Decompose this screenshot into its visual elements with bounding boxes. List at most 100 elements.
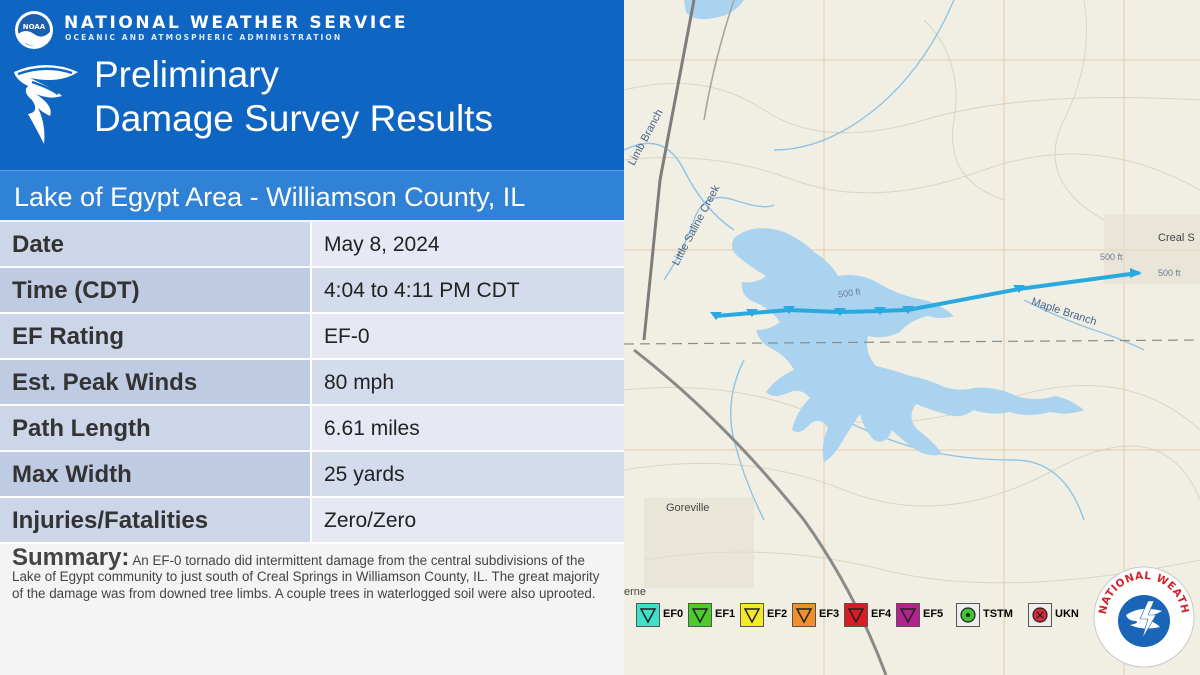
fact-value-cell: 6.61 miles [312, 406, 624, 450]
fact-label: Est. Peak Winds [12, 369, 198, 396]
fact-label: Max Width [12, 461, 132, 488]
creal-springs-area [1104, 214, 1200, 284]
track-marker [834, 308, 846, 316]
map-label-goreville: Goreville [666, 502, 710, 514]
track-marker [1013, 285, 1025, 293]
fact-label-cell: Injuries/Fatalities [0, 498, 312, 542]
fact-value-cell: 4:04 to 4:11 PM CDT [312, 268, 624, 312]
nws-seal-logo: NATIONAL WEATHER SERVICE [1092, 565, 1195, 668]
map-label-creal-springs: Creal S [1158, 232, 1195, 244]
map-canvas [624, 0, 1200, 675]
legend-label: EF1 [715, 608, 736, 620]
highway-north [642, 0, 696, 341]
legend-label: EF4 [871, 608, 892, 620]
noaa-logo: NOAA [15, 11, 53, 49]
down-triangle-icon [691, 608, 709, 624]
fact-label: EF Rating [12, 323, 124, 350]
page-title-line1: Preliminary [94, 54, 280, 95]
fact-row-path-length: Path Length 6.61 miles [0, 406, 624, 452]
track-marker [1130, 268, 1142, 278]
fact-row-max-width: Max Width 25 yards [0, 452, 624, 498]
fact-label: Injuries/Fatalities [12, 507, 209, 534]
track-marker [783, 306, 795, 314]
fact-label-cell: Path Length [0, 406, 312, 450]
county-boundary [624, 339, 1200, 345]
summary-text: An EF-0 tornado did intermittent damage … [12, 553, 600, 601]
fact-value: EF-0 [324, 325, 370, 348]
unknown-x-icon [1032, 607, 1048, 623]
legend-swatch [688, 603, 712, 627]
tornado-icon [14, 65, 78, 144]
fact-row-time: Time (CDT) 4:04 to 4:11 PM CDT [0, 268, 624, 314]
fact-label-cell: Max Width [0, 452, 312, 496]
area-bar: Lake of Egypt Area - Williamson County, … [0, 170, 624, 220]
header-banner: NOAA NATIONAL WEATHER SERVICE OCEANIC AN… [0, 0, 624, 170]
map-label-contour: 500 ft [1100, 252, 1123, 262]
track-map[interactable]: Limb Branch Little Saline Creek Creal S … [624, 0, 1200, 675]
track-marker [710, 312, 722, 320]
page-title-line2: Damage Survey Results [94, 98, 493, 139]
fact-value-cell: May 8, 2024 [312, 222, 624, 266]
fact-value: 25 yards [324, 463, 405, 486]
fact-value: Zero/Zero [324, 509, 417, 532]
lake-of-egypt [732, 228, 1084, 462]
fact-value: 6.61 miles [324, 417, 420, 440]
org-subtitle: OCEANIC AND ATMOSPHERIC ADMINISTRATION [65, 33, 343, 42]
fact-value: 4:04 to 4:11 PM CDT [324, 279, 520, 302]
legend-swatch [896, 603, 920, 627]
legend-swatch [792, 603, 816, 627]
map-label-edge: erne [624, 586, 647, 598]
fact-row-date: Date May 8, 2024 [0, 222, 624, 268]
area-title: Lake of Egypt Area - Williamson County, … [14, 182, 526, 212]
goreville-area [644, 498, 754, 588]
fact-value-cell: Zero/Zero [312, 498, 624, 542]
legend-swatch [636, 603, 660, 627]
fact-label-cell: Date [0, 222, 312, 266]
fact-value: 80 mph [324, 371, 395, 394]
legend-label: TSTM [983, 608, 1013, 620]
fact-label: Time (CDT) [12, 277, 140, 304]
fact-label-cell: EF Rating [0, 314, 312, 358]
fact-value-cell: 25 yards [312, 452, 624, 496]
legend-swatch [844, 603, 868, 627]
summary-label: Summary: [12, 544, 130, 571]
facts-table: Date May 8, 2024 Time (CDT) 4:04 to 4:11… [0, 222, 624, 544]
noaa-logo-text: NOAA [23, 23, 46, 31]
down-triangle-icon [847, 608, 865, 624]
track-marker [902, 306, 914, 314]
fact-value: May 8, 2024 [324, 233, 440, 256]
legend-label: EF3 [819, 608, 840, 620]
map-label-contour: 500 ft [1158, 268, 1181, 278]
tornado-track [714, 271, 1140, 318]
summary: Summary: An EF-0 tornado did intermitten… [12, 546, 612, 602]
fact-row-injuries: Injuries/Fatalities Zero/Zero [0, 498, 624, 544]
legend-swatch [740, 603, 764, 627]
legend-label: EF2 [767, 608, 788, 620]
legend-label: EF0 [663, 608, 684, 620]
down-triangle-icon [639, 608, 657, 624]
down-triangle-icon [795, 608, 813, 624]
down-triangle-icon [899, 608, 917, 624]
org-name: NATIONAL WEATHER SERVICE [64, 13, 409, 33]
road-north [703, 0, 735, 121]
fact-value-cell: EF-0 [312, 314, 624, 358]
legend-label: UKN [1055, 608, 1079, 620]
down-triangle-icon [743, 608, 761, 624]
fact-label-cell: Est. Peak Winds [0, 360, 312, 404]
legend-label: EF5 [923, 608, 944, 620]
fact-label-cell: Time (CDT) [0, 268, 312, 312]
survey-panel: NOAA NATIONAL WEATHER SERVICE OCEANIC AN… [0, 0, 624, 675]
track-marker [746, 309, 758, 317]
track-markers [710, 268, 1142, 320]
legend-swatch [956, 603, 980, 627]
legend-swatch [1028, 603, 1052, 627]
fact-label: Date [12, 231, 65, 258]
creeks [624, 0, 1145, 521]
upper-lake [684, 0, 744, 20]
fact-row-peak-winds: Est. Peak Winds 80 mph [0, 360, 624, 406]
fact-label: Path Length [12, 415, 151, 442]
track-marker [874, 307, 886, 315]
fact-value-cell: 80 mph [312, 360, 624, 404]
tstm-dot-icon [960, 607, 976, 623]
fact-row-ef-rating: EF Rating EF-0 [0, 314, 624, 360]
